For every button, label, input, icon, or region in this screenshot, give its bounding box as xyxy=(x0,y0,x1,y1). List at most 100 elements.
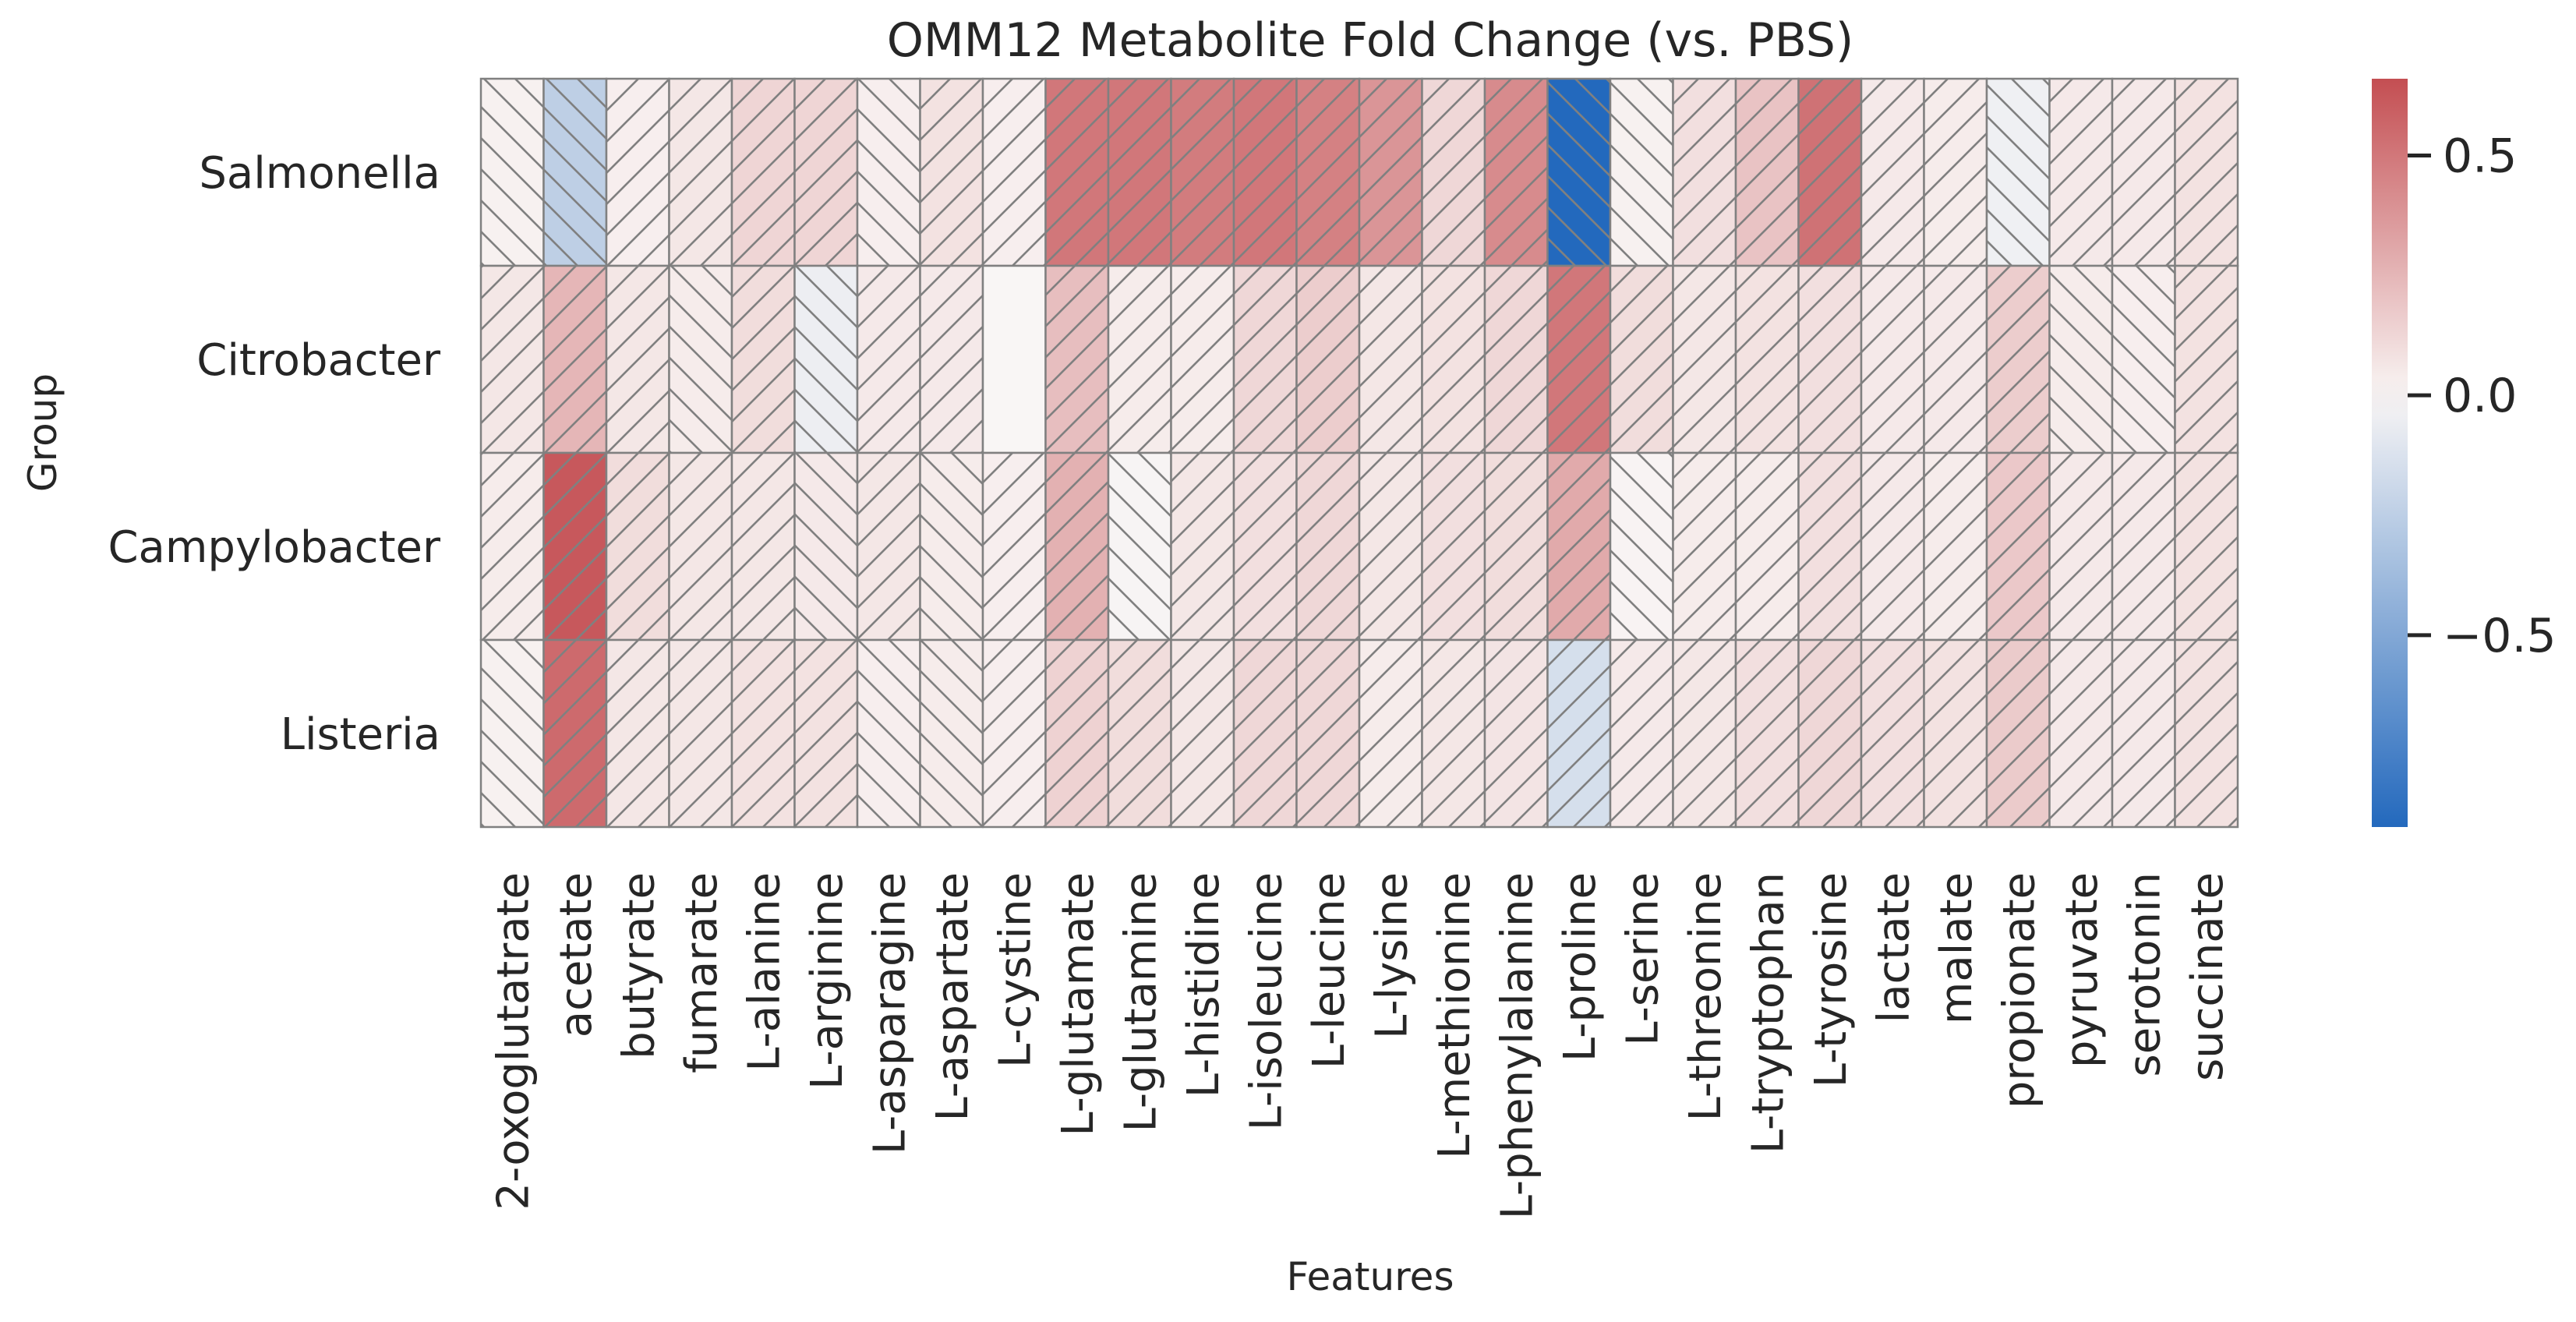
heatmap-cell xyxy=(668,77,733,267)
heatmap-cell xyxy=(981,77,1047,267)
heatmap-cell-hatch xyxy=(1547,453,1610,640)
heatmap-cell xyxy=(1860,451,1925,642)
heatmap-cell xyxy=(793,264,859,454)
heatmap-cell-hatch xyxy=(1359,266,1422,453)
heatmap-cell xyxy=(1923,264,1988,454)
heatmap-cell xyxy=(479,264,545,454)
column-label: L-asparagine xyxy=(864,872,915,1154)
heatmap-cell xyxy=(981,451,1047,642)
heatmap-cell xyxy=(2048,77,2114,267)
heatmap-cell-hatch xyxy=(1045,79,1108,266)
heatmap-cell-hatch xyxy=(983,640,1046,827)
heatmap-cell-hatch xyxy=(1171,266,1234,453)
heatmap-cell-hatch xyxy=(1296,79,1359,266)
heatmap-cell xyxy=(2174,77,2239,267)
heatmap-cell-hatch xyxy=(1296,266,1359,453)
heatmap-cell xyxy=(1483,451,1549,642)
heatmap-cell-hatch xyxy=(2112,453,2175,640)
heatmap-cell xyxy=(1421,451,1486,642)
heatmap-cell-hatch xyxy=(1485,79,1548,266)
column-label: acetate xyxy=(551,872,602,1037)
heatmap-cell xyxy=(1483,264,1549,454)
chart-title: OMM12 Metabolite Fold Change (vs. PBS) xyxy=(887,13,1854,68)
heatmap-cell-hatch xyxy=(1798,640,1861,827)
heatmap-cell-hatch xyxy=(983,453,1046,640)
heatmap-cell-hatch xyxy=(543,640,606,827)
heatmap-cell-hatch xyxy=(1987,266,2050,453)
heatmap-cell-hatch xyxy=(1673,453,1736,640)
heatmap-cell-hatch xyxy=(1987,640,2050,827)
heatmap-cell-hatch xyxy=(732,640,795,827)
heatmap-cell xyxy=(1797,77,1863,267)
heatmap-cell xyxy=(1170,77,1235,267)
heatmap-cell xyxy=(479,77,545,267)
heatmap-cell xyxy=(1672,77,1737,267)
heatmap-cell xyxy=(1609,451,1674,642)
column-label: L-threonine xyxy=(1680,872,1731,1121)
heatmap-cell xyxy=(542,264,608,454)
heatmap-cell-hatch xyxy=(1798,79,1861,266)
heatmap-cell-hatch xyxy=(481,266,544,453)
heatmap-cell xyxy=(1232,264,1298,454)
heatmap-cell xyxy=(793,638,859,829)
row-label: Listeria xyxy=(281,709,440,760)
heatmap-cell xyxy=(605,77,670,267)
heatmap-cell-hatch xyxy=(1234,453,1297,640)
heatmap-cell-hatch xyxy=(2112,79,2175,266)
heatmap-cell xyxy=(856,638,921,829)
heatmap-cell xyxy=(1985,638,2051,829)
heatmap-cell xyxy=(2048,264,2114,454)
heatmap-cell xyxy=(668,451,733,642)
heatmap-cell-hatch xyxy=(857,640,921,827)
heatmap-cell-hatch xyxy=(1108,79,1171,266)
heatmap-cell-hatch xyxy=(1798,453,1861,640)
heatmap-cell-hatch xyxy=(1736,640,1799,827)
heatmap-cell-hatch xyxy=(1359,79,1422,266)
heatmap-cell-hatch xyxy=(1924,640,1987,827)
heatmap-cell-hatch xyxy=(2112,266,2175,453)
heatmap-cell-hatch xyxy=(2175,266,2238,453)
heatmap-cell xyxy=(1107,638,1172,829)
heatmap-cell xyxy=(2174,264,2239,454)
heatmap-cell-hatch xyxy=(1861,640,1924,827)
heatmap-cell xyxy=(668,638,733,829)
heatmap-cell-hatch xyxy=(2175,79,2238,266)
heatmap-cell-hatch xyxy=(1798,266,1861,453)
heatmap-cell-hatch xyxy=(1045,266,1108,453)
heatmap-cell xyxy=(1734,77,1800,267)
heatmap-cell xyxy=(668,264,733,454)
heatmap-cell-hatch xyxy=(1924,266,1987,453)
x-axis-label: Features xyxy=(1287,1254,1454,1299)
heatmap-cell xyxy=(1295,451,1361,642)
heatmap-cell-hatch xyxy=(1422,266,1485,453)
heatmap-cell-hatch xyxy=(1171,453,1234,640)
heatmap-cell xyxy=(2111,264,2176,454)
column-label: L-serine xyxy=(1617,872,1668,1046)
heatmap-cell xyxy=(1232,451,1298,642)
heatmap-cell xyxy=(1923,77,1988,267)
heatmap-cell xyxy=(1797,638,1863,829)
heatmap-cell-border xyxy=(2174,638,2239,829)
heatmap-cell-hatch xyxy=(1485,640,1548,827)
heatmap-cell xyxy=(919,451,984,642)
heatmap-cell-hatch xyxy=(2175,640,2238,827)
heatmap-cell xyxy=(919,77,984,267)
heatmap-cell xyxy=(730,451,796,642)
heatmap-cell-hatch xyxy=(1485,266,1548,453)
heatmap-cell-hatch xyxy=(1422,640,1485,827)
column-label: L-glutamate xyxy=(1053,872,1104,1136)
heatmap-cell-hatch xyxy=(1045,640,1108,827)
row-label: Salmonella xyxy=(199,148,440,199)
heatmap-cell xyxy=(1421,638,1486,829)
heatmap-cell-hatch xyxy=(857,79,921,266)
colorbar: 0.5 0.0 −0.5 xyxy=(2372,79,2557,827)
heatmap-cell xyxy=(2048,451,2114,642)
heatmap-cell-hatch xyxy=(1108,266,1171,453)
heatmap-cell xyxy=(1797,264,1863,454)
heatmap-cell-hatch xyxy=(920,453,983,640)
heatmap-cell-hatch xyxy=(920,79,983,266)
heatmap-cell xyxy=(1734,451,1800,642)
heatmap-cell-hatch xyxy=(543,79,606,266)
heatmap-cell-hatch xyxy=(794,79,857,266)
colorbar-tick-label: −0.5 xyxy=(2443,609,2557,663)
